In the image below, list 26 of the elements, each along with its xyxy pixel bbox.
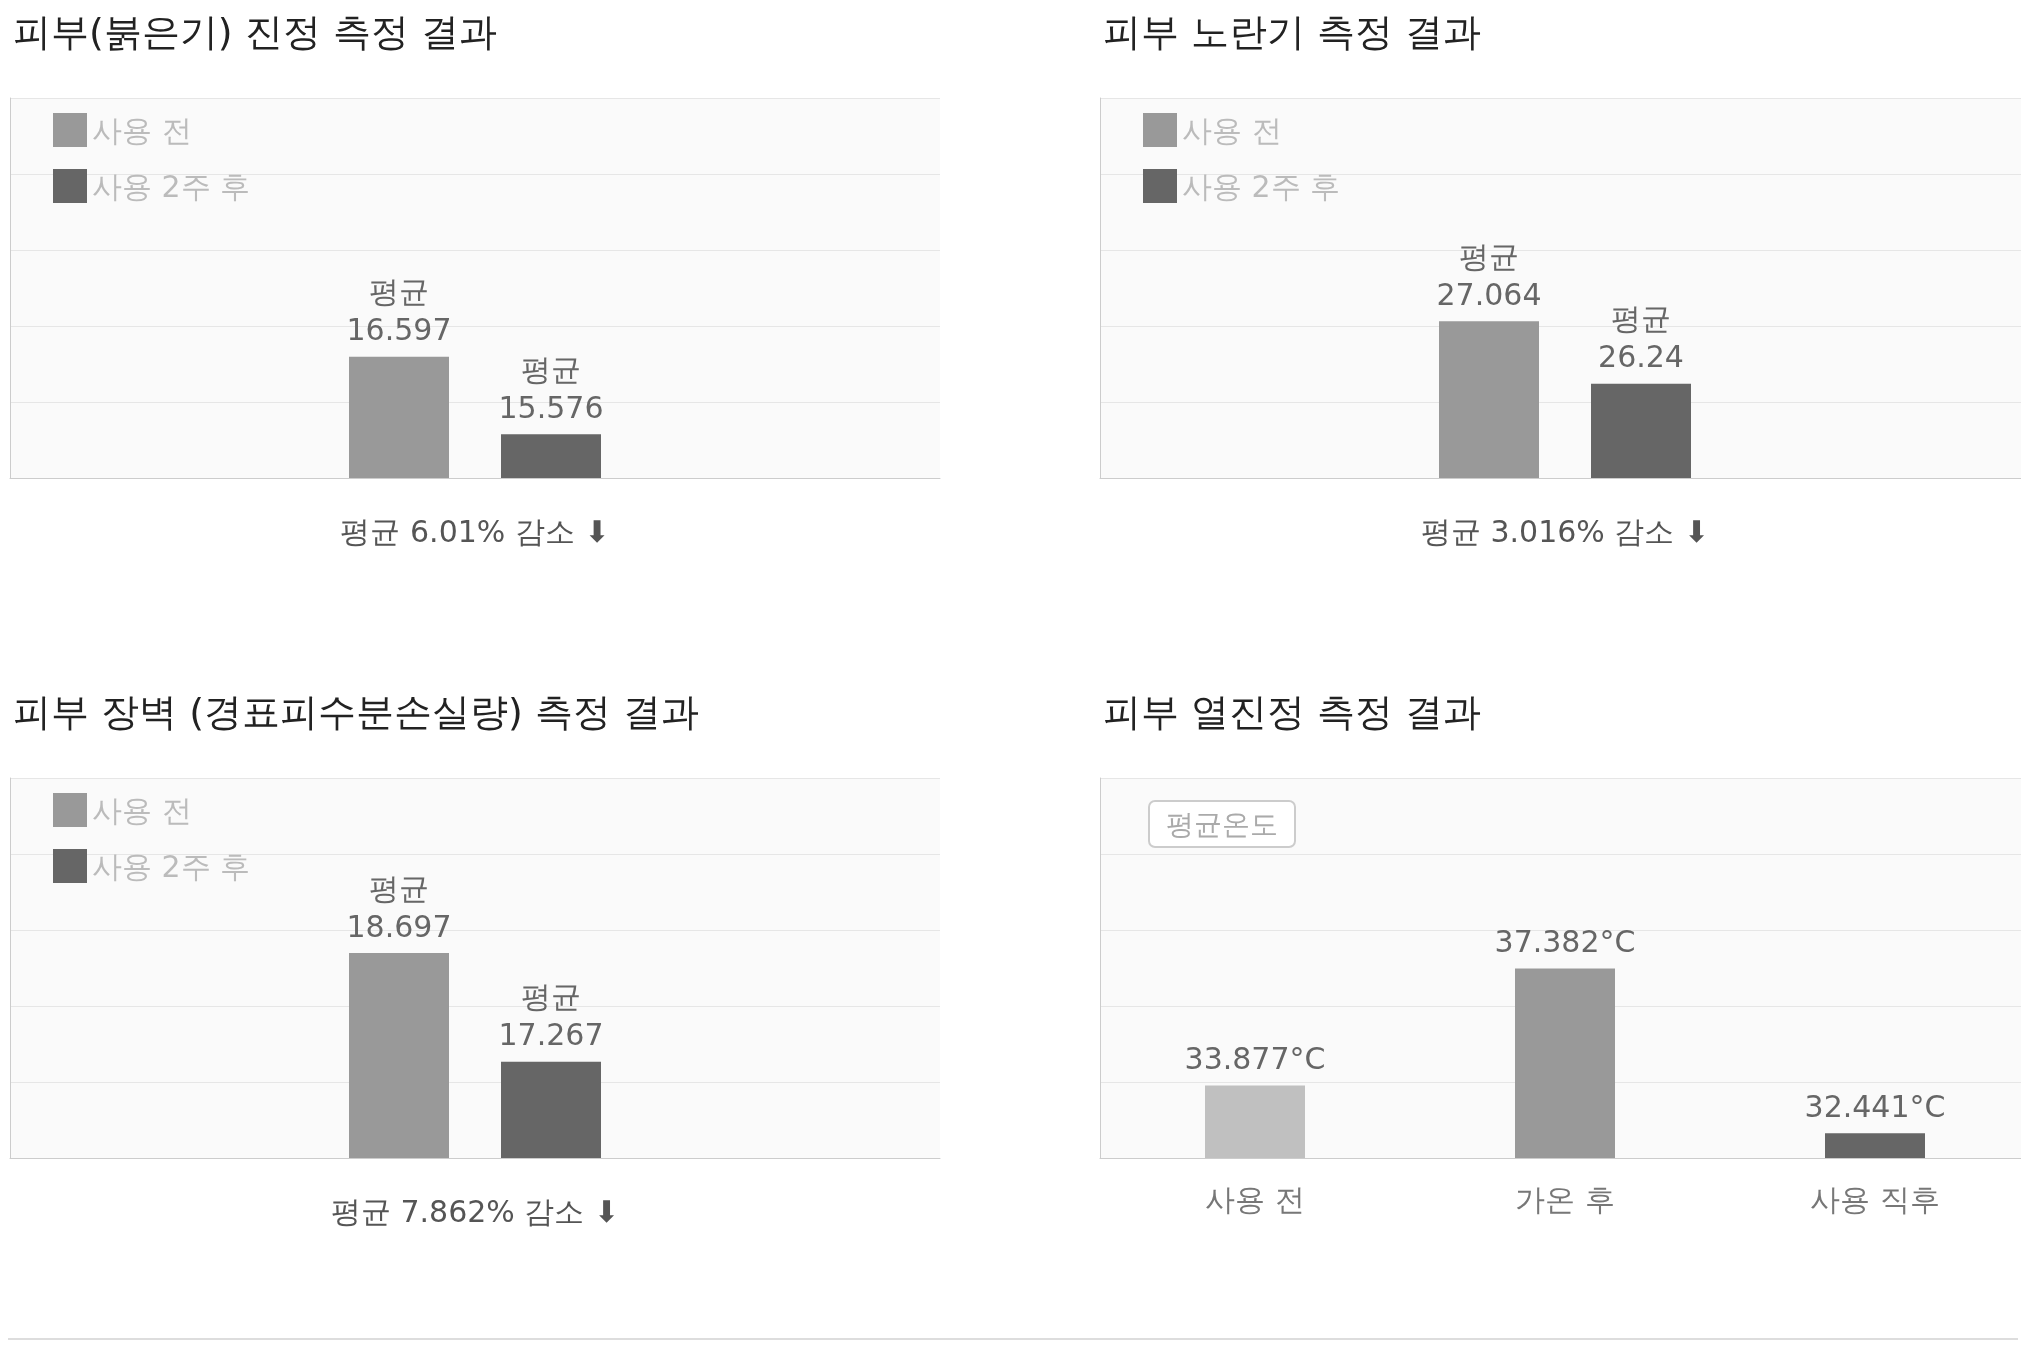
x-tick-label: 사용 직후	[1810, 1181, 1940, 1217]
chart-title: 피부 열진정 측정 결과	[1103, 690, 1482, 734]
data-label: 32.441°C	[1804, 1088, 1946, 1124]
legend-label: 사용 전	[1182, 112, 1282, 148]
legend-label: 사용 2주 후	[1182, 168, 1341, 204]
data-label: 37.382°C	[1494, 924, 1636, 960]
data-label: 평균 26.24	[1598, 301, 1684, 375]
data-label: 평균 16.597	[346, 274, 452, 348]
data-label: 평균 18.697	[346, 870, 452, 944]
x-tick-label: 가온 후	[1515, 1181, 1615, 1217]
chart-title: 피부 노란기 측정 결과	[1103, 10, 1482, 54]
chart-title: 피부(붉은기) 진정 측정 결과	[13, 10, 497, 54]
data-label: 평균 27.064	[1436, 238, 1542, 312]
data-label: 평균 17.267	[498, 979, 604, 1053]
annotation: 평균온도	[1166, 807, 1278, 841]
data-label: 33.877°C	[1184, 1040, 1326, 1076]
legend-label: 사용 전	[92, 792, 192, 828]
legend-label: 사용 전	[92, 112, 192, 148]
chart-title: 피부 장벽 (경표피수분손실량) 측정 결과	[13, 690, 699, 734]
x-tick-label: 사용 전	[1205, 1181, 1305, 1217]
data-label: 평균 15.576	[498, 351, 604, 425]
x-axis-title: 평균 6.01% 감소 ⬇	[340, 513, 610, 549]
legend-label: 사용 2주 후	[92, 848, 251, 884]
legend-label: 사용 2주 후	[92, 168, 251, 204]
x-axis-title: 평균 7.862% 감소 ⬇	[330, 1193, 620, 1229]
x-axis-title: 평균 3.016% 감소 ⬇	[1420, 513, 1710, 549]
